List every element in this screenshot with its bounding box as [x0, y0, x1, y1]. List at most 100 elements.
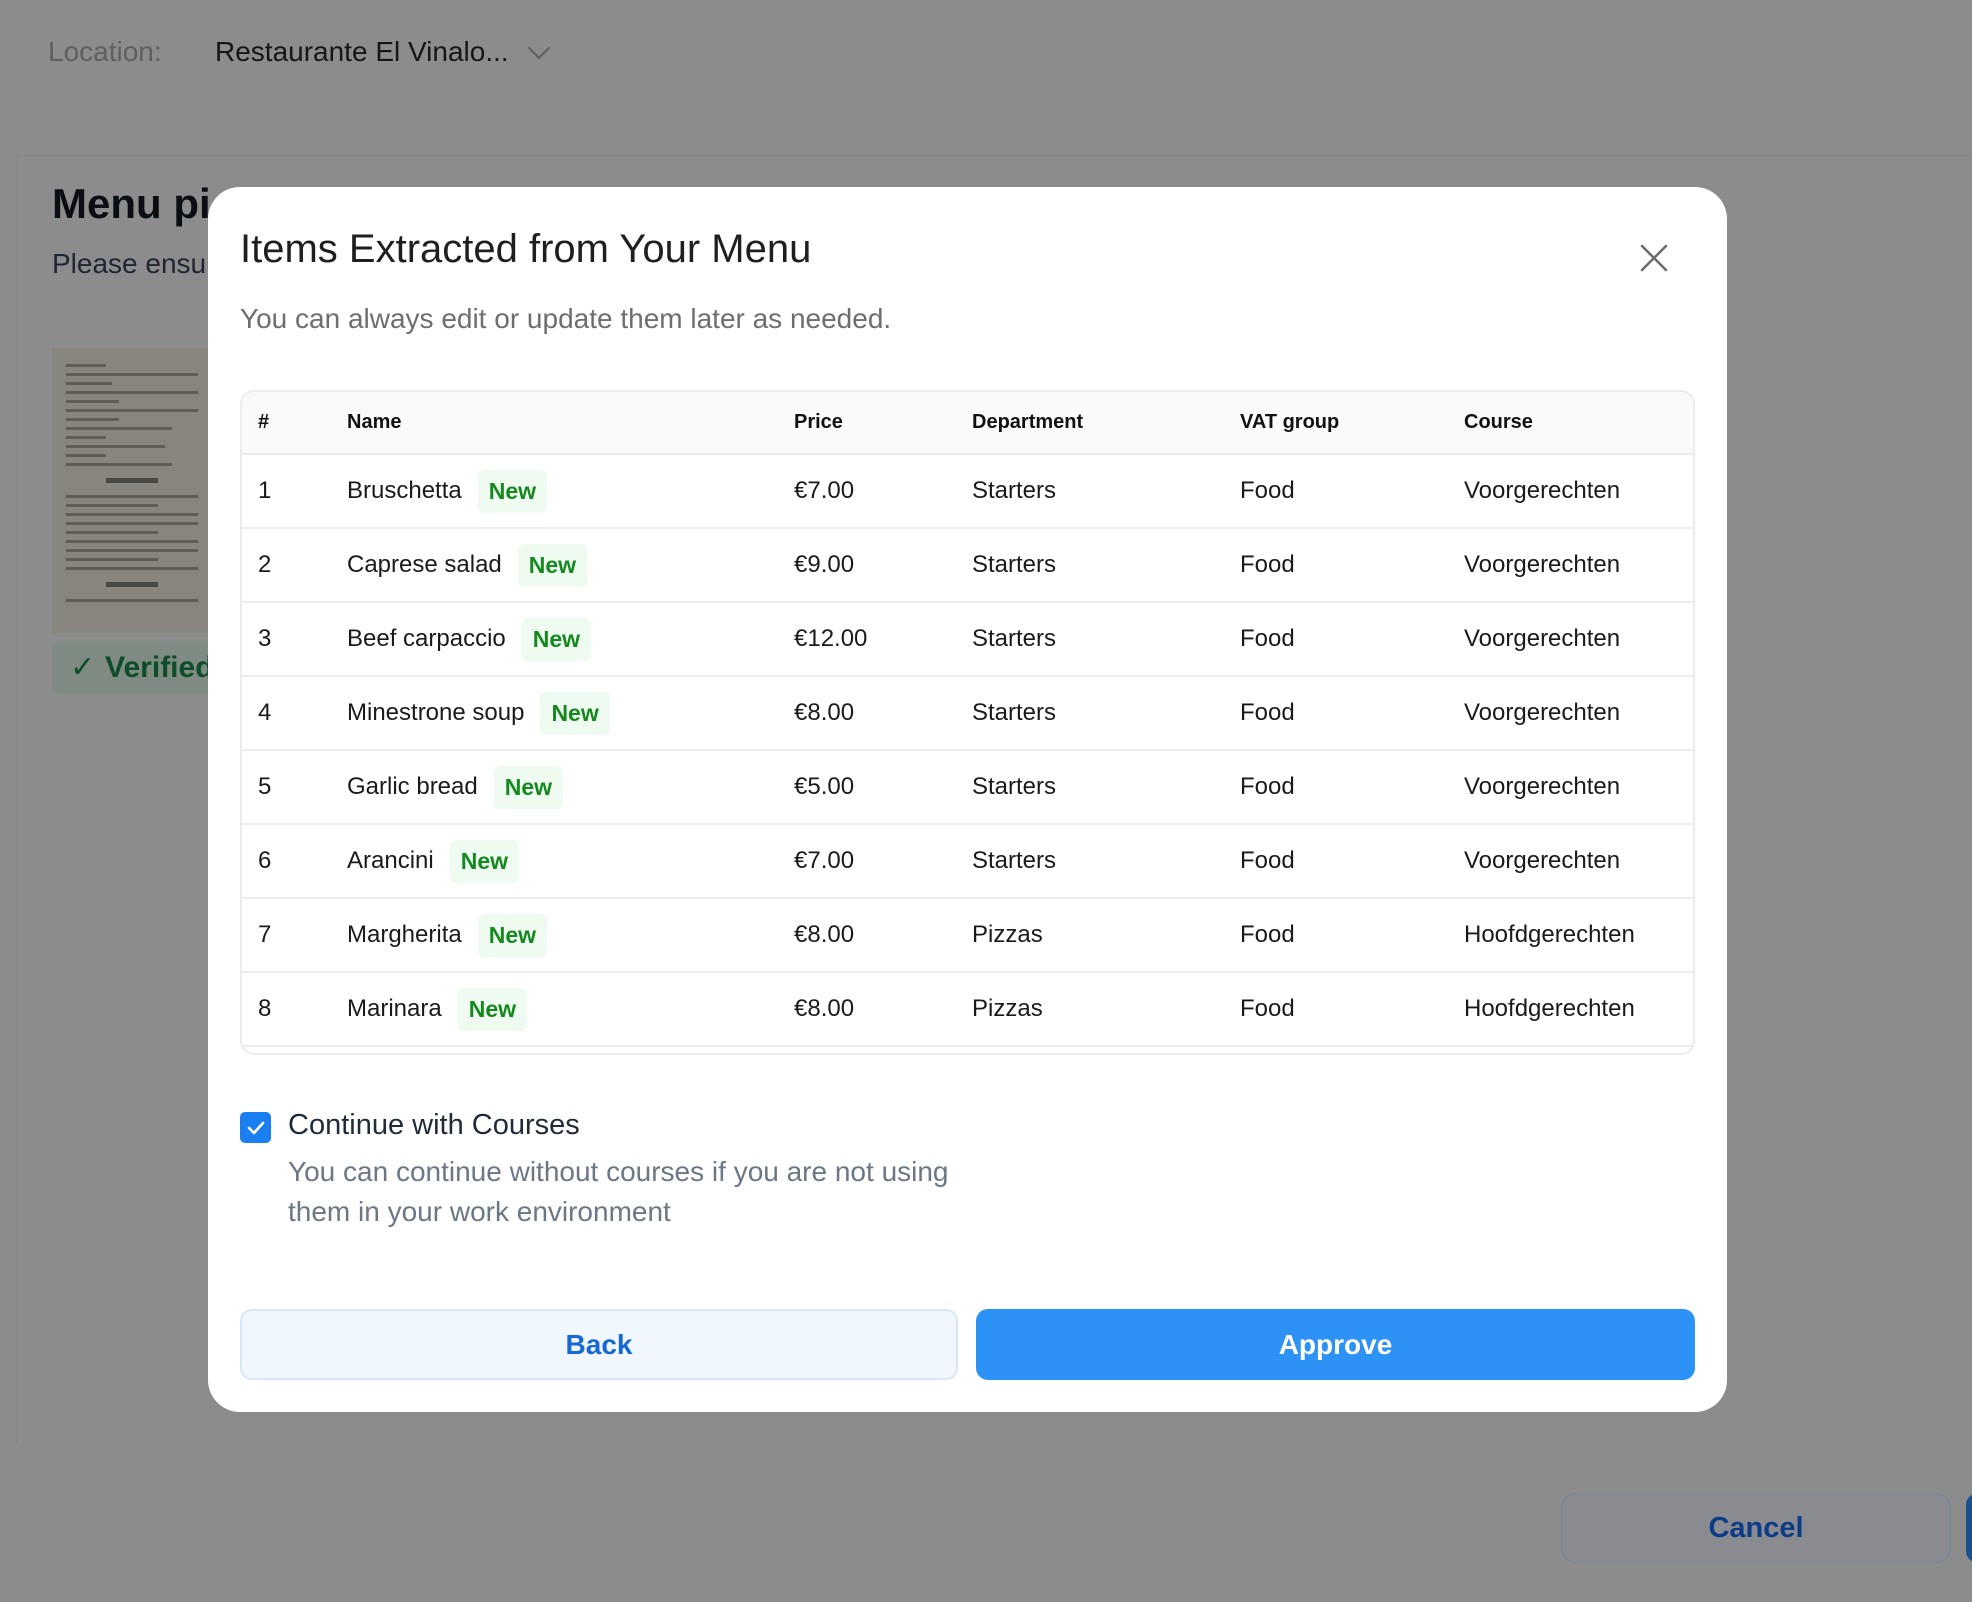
table-row[interactable]: 2 Caprese salad New €9.00 Starters Food V… — [242, 529, 1693, 603]
cell-price: €8.00 — [794, 699, 855, 726]
col-price: Price — [794, 411, 843, 433]
primary-button-partial[interactable] — [1966, 1493, 1972, 1563]
continue-with-courses-label[interactable]: Continue with Courses — [288, 1109, 580, 1141]
cell-name: Margherita New — [347, 899, 548, 971]
location-select[interactable]: Restaurante El Vinalo... — [215, 36, 550, 68]
check-icon: ✓ — [70, 651, 96, 684]
cell-number: 6 — [258, 847, 272, 874]
cell-department: Starters — [972, 699, 1057, 726]
item-name: Minestrone soup — [347, 699, 525, 726]
cell-name: Beef carpaccio New — [347, 603, 592, 675]
cell-number: 1 — [258, 477, 272, 504]
col-vat-group: VAT group — [1240, 411, 1340, 433]
cell-department: Pizzas — [972, 995, 1043, 1022]
item-name: Caprese salad — [347, 551, 502, 578]
cell-course: Voorgerechten — [1464, 847, 1621, 874]
items-table: # Name Price Department VAT group Course… — [240, 390, 1695, 1055]
cell-name: Arancini New — [347, 825, 520, 897]
cell-name: Marinara New — [347, 973, 527, 1045]
page-subtitle: Please ensu — [52, 248, 207, 279]
cell-department: Pizzas — [972, 921, 1043, 948]
table-row[interactable]: 6 Arancini New €7.00 Starters Food Voorge… — [242, 825, 1693, 899]
table-row[interactable]: 3 Beef carpaccio New €12.00 Starters Food… — [242, 603, 1693, 677]
cell-number: 7 — [258, 921, 272, 948]
table-header: # Name Price Department VAT group Course — [242, 392, 1693, 455]
col-department: Department — [972, 411, 1084, 433]
item-name: Garlic bread — [347, 773, 478, 800]
cell-course: Voorgerechten — [1464, 699, 1621, 726]
cell-course: Hoofdgerechten — [1464, 995, 1635, 1022]
cell-price: €12.00 — [794, 625, 868, 652]
cell-name: Bruschetta New — [347, 455, 548, 527]
new-badge: New — [540, 691, 610, 735]
modal-title: Items Extracted from Your Menu — [240, 227, 812, 271]
cell-department: Starters — [972, 847, 1057, 874]
cancel-button[interactable]: Cancel — [1561, 1493, 1951, 1563]
cell-vat-group: Food — [1240, 551, 1295, 578]
table-row[interactable]: 1 Bruschetta New €7.00 Starters Food Voor… — [242, 455, 1693, 529]
col-number: # — [258, 411, 270, 433]
table-row[interactable]: 4 Minestrone soup New €8.00 Starters Food… — [242, 677, 1693, 751]
table-row[interactable]: 7 Margherita New €8.00 Pizzas Food Hoofdg… — [242, 899, 1693, 973]
background-card — [16, 155, 1972, 1445]
chevron-down-icon — [527, 36, 550, 60]
cell-number: 4 — [258, 699, 272, 726]
continue-with-courses-checkbox[interactable] — [240, 1112, 271, 1143]
cell-department: Starters — [972, 477, 1057, 504]
items-extracted-modal: Items Extracted from Your Menu You can a… — [208, 187, 1727, 1412]
col-course: Course — [1464, 411, 1533, 433]
cell-number: 3 — [258, 625, 272, 652]
continue-with-courses-description: You can continue without courses if you … — [288, 1156, 949, 1227]
table-row[interactable]: 8 Marinara New €8.00 Pizzas Food Hoofdger… — [242, 973, 1693, 1047]
cell-name: Caprese salad New — [347, 529, 588, 601]
page-title: Menu pi — [52, 180, 211, 227]
item-name: Arancini — [347, 847, 434, 874]
cell-name: Garlic bread New — [347, 751, 564, 823]
cell-price: €8.00 — [794, 995, 855, 1022]
menu-picture-thumbnail — [52, 348, 212, 633]
cell-department: Starters — [972, 773, 1057, 800]
close-icon[interactable] — [1638, 242, 1670, 274]
location-value: Restaurante El Vinalo... — [215, 36, 509, 67]
cell-number: 5 — [258, 773, 272, 800]
checkmark-icon — [247, 1121, 264, 1134]
col-name: Name — [347, 411, 402, 433]
cell-course: Voorgerechten — [1464, 625, 1621, 652]
location-label: Location: — [48, 36, 162, 67]
new-badge: New — [517, 543, 588, 587]
cell-vat-group: Food — [1240, 625, 1295, 652]
cell-vat-group: Food — [1240, 477, 1295, 504]
verified-label: Verified — [105, 650, 214, 684]
cell-number: 2 — [258, 551, 272, 578]
cell-vat-group: Food — [1240, 699, 1295, 726]
cell-vat-group: Food — [1240, 921, 1295, 948]
modal-subtitle: You can always edit or update them later… — [240, 303, 892, 334]
new-badge: New — [521, 617, 592, 661]
cell-price: €8.00 — [794, 921, 855, 948]
approve-button[interactable]: Approve — [976, 1309, 1695, 1380]
cell-vat-group: Food — [1240, 995, 1295, 1022]
cell-price: €7.00 — [794, 847, 855, 874]
table-row[interactable]: 5 Garlic bread New €5.00 Starters Food Vo… — [242, 751, 1693, 825]
cell-price: €9.00 — [794, 551, 855, 578]
back-button[interactable]: Back — [240, 1309, 958, 1380]
cell-price: €7.00 — [794, 477, 855, 504]
cell-vat-group: Food — [1240, 847, 1295, 874]
cell-vat-group: Food — [1240, 773, 1295, 800]
new-badge: New — [457, 987, 527, 1031]
cell-course: Voorgerechten — [1464, 477, 1621, 504]
item-name: Bruschetta — [347, 477, 462, 504]
cell-number: 8 — [258, 995, 272, 1022]
cell-department: Starters — [972, 551, 1057, 578]
cell-course: Hoofdgerechten — [1464, 921, 1635, 948]
item-name: Marinara — [347, 995, 442, 1022]
new-badge: New — [493, 765, 564, 809]
item-name: Margherita — [347, 921, 462, 948]
verified-badge: ✓ Verified — [52, 641, 222, 694]
item-name: Beef carpaccio — [347, 625, 506, 652]
cell-course: Voorgerechten — [1464, 551, 1621, 578]
cell-department: Starters — [972, 625, 1057, 652]
new-badge: New — [477, 913, 548, 957]
cell-price: €5.00 — [794, 773, 855, 800]
new-badge: New — [477, 469, 548, 513]
